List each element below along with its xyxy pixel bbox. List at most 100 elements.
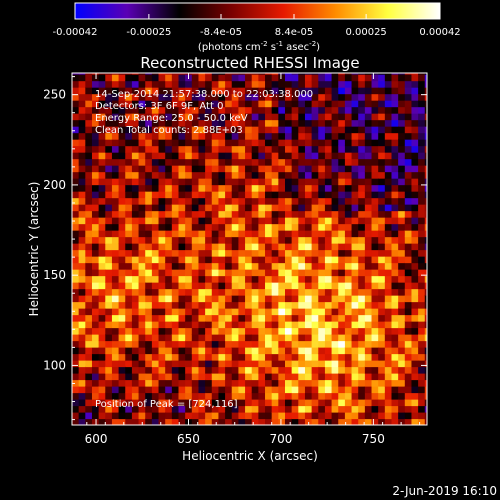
heatmap-cell xyxy=(218,80,226,88)
heatmap-cell xyxy=(138,262,146,270)
heatmap-cell xyxy=(158,353,166,361)
heatmap-cell xyxy=(384,308,393,316)
heatmap-cell xyxy=(291,217,299,225)
heatmap-cell xyxy=(118,262,126,270)
heatmap-cell xyxy=(198,327,206,335)
heatmap-cell xyxy=(125,334,133,342)
heatmap-cell xyxy=(258,74,266,82)
heatmap-cell xyxy=(304,217,313,225)
heatmap-cell xyxy=(171,184,180,192)
heatmap-cell xyxy=(251,360,259,368)
heatmap-cell xyxy=(298,347,306,355)
heatmap-cell xyxy=(191,197,200,205)
heatmap-cell xyxy=(351,399,359,407)
heatmap-cell xyxy=(231,191,240,199)
heatmap-cell xyxy=(411,230,419,238)
heatmap-cell xyxy=(158,275,166,283)
heatmap-cell xyxy=(171,100,180,108)
heatmap-cell xyxy=(278,100,286,108)
heatmap-cell xyxy=(138,256,146,264)
heatmap-cell xyxy=(205,210,213,218)
heatmap-cell xyxy=(258,139,266,147)
heatmap-cell xyxy=(118,80,126,88)
heatmap-cell xyxy=(371,197,379,205)
heatmap-cell xyxy=(324,87,333,95)
heatmap-cell xyxy=(364,308,373,316)
heatmap-cell xyxy=(331,165,339,173)
heatmap-cell xyxy=(85,256,93,264)
heatmap-cell xyxy=(98,152,106,160)
heatmap-cell xyxy=(358,334,366,342)
heatmap-cell xyxy=(205,347,213,355)
heatmap-cell xyxy=(338,347,346,355)
heatmap-cell xyxy=(225,152,233,160)
heatmap-cell xyxy=(418,256,426,264)
heatmap-cell xyxy=(118,210,126,218)
heatmap-cell xyxy=(344,282,353,290)
heatmap-cell xyxy=(138,412,146,420)
heatmap-cell xyxy=(371,275,379,283)
heatmap-cell xyxy=(378,171,386,179)
heatmap-cell xyxy=(125,204,133,212)
heatmap-cell xyxy=(318,210,326,218)
heatmap-cell xyxy=(171,217,180,225)
heatmap-cell xyxy=(118,321,126,329)
heatmap-cell xyxy=(418,152,426,160)
heatmap-cell xyxy=(185,113,193,121)
heatmap-cell xyxy=(358,373,366,381)
heatmap-cell xyxy=(111,327,120,335)
heatmap-cell xyxy=(91,158,100,166)
heatmap-cell xyxy=(151,210,160,218)
heatmap-cell xyxy=(331,399,339,407)
heatmap-cell xyxy=(105,204,113,212)
heatmap-cell xyxy=(285,204,293,212)
heatmap-cell xyxy=(404,119,413,127)
heatmap-cell xyxy=(205,321,213,329)
heatmap-cell xyxy=(271,236,279,244)
heatmap-cell xyxy=(265,184,273,192)
heatmap-cell xyxy=(298,314,306,322)
heatmap-cell xyxy=(218,373,226,381)
heatmap-cell xyxy=(331,236,339,244)
heatmap-cell xyxy=(131,340,140,348)
heatmap-cell xyxy=(318,340,326,348)
heatmap-cell xyxy=(158,412,166,420)
heatmap-cell xyxy=(398,152,406,160)
heatmap-cell xyxy=(331,301,339,309)
heatmap-cell xyxy=(78,412,86,420)
heatmap-cell xyxy=(418,373,426,381)
heatmap-cell xyxy=(404,171,413,179)
heatmap-cell xyxy=(378,132,386,140)
heatmap-cell xyxy=(278,392,286,400)
heatmap-cell xyxy=(98,230,106,238)
heatmap-cell xyxy=(78,392,86,400)
heatmap-cell xyxy=(304,184,313,192)
heatmap-cell xyxy=(364,334,373,342)
heatmap-cell xyxy=(291,366,299,374)
heatmap-cell xyxy=(105,158,113,166)
footer-date: 2-Jun-2019 16:10 xyxy=(392,484,497,498)
heatmap-cell xyxy=(231,399,240,407)
heatmap-cell xyxy=(225,412,233,420)
heatmap-cell xyxy=(191,418,200,425)
heatmap-cell xyxy=(311,405,319,413)
heatmap-cell xyxy=(125,340,133,348)
heatmap-cell xyxy=(378,119,386,127)
heatmap-cell xyxy=(98,184,106,192)
heatmap-cell xyxy=(351,87,359,95)
heatmap-cell xyxy=(98,288,106,296)
heatmap-cell xyxy=(251,262,259,270)
heatmap-cell xyxy=(278,249,286,257)
heatmap-cell xyxy=(111,308,120,316)
heatmap-cell xyxy=(105,152,113,160)
heatmap-cell xyxy=(371,405,379,413)
heatmap-cell xyxy=(158,165,166,173)
heatmap-cell xyxy=(298,74,306,82)
heatmap-cell xyxy=(411,165,419,173)
heatmap-cell xyxy=(205,353,213,361)
heatmap-cell xyxy=(265,100,273,108)
heatmap-cell xyxy=(111,158,120,166)
heatmap-cell xyxy=(185,321,193,329)
heatmap-cell xyxy=(105,269,113,277)
heatmap-cell xyxy=(78,210,86,218)
